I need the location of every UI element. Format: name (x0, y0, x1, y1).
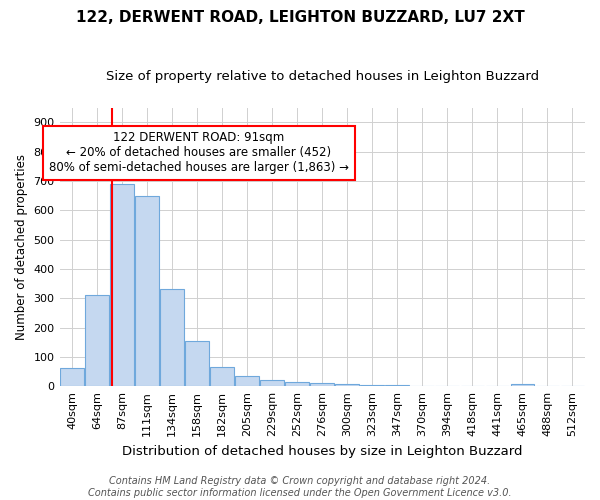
Bar (310, 383, 334, 386)
Bar (160, 290, 184, 386)
Y-axis label: Number of detached properties: Number of detached properties (15, 154, 28, 340)
Bar (210, 367, 234, 386)
Text: 122 DERWENT ROAD: 91sqm
← 20% of detached houses are smaller (452)
80% of semi-d: 122 DERWENT ROAD: 91sqm ← 20% of detache… (49, 132, 349, 174)
Text: Contains HM Land Registry data © Crown copyright and database right 2024.
Contai: Contains HM Land Registry data © Crown c… (88, 476, 512, 498)
Text: 122, DERWENT ROAD, LEIGHTON BUZZARD, LU7 2XT: 122, DERWENT ROAD, LEIGHTON BUZZARD, LU7… (76, 10, 524, 25)
Bar (361, 384, 384, 386)
Bar (110, 184, 134, 386)
Bar (235, 376, 259, 386)
Bar (135, 196, 159, 386)
Bar (286, 382, 309, 386)
Bar (60, 368, 84, 386)
Bar (511, 384, 535, 386)
Title: Size of property relative to detached houses in Leighton Buzzard: Size of property relative to detached ho… (106, 70, 539, 83)
Bar (335, 384, 359, 386)
Bar (85, 296, 109, 386)
Bar (260, 380, 284, 386)
X-axis label: Distribution of detached houses by size in Leighton Buzzard: Distribution of detached houses by size … (122, 444, 523, 458)
Bar (185, 341, 209, 386)
